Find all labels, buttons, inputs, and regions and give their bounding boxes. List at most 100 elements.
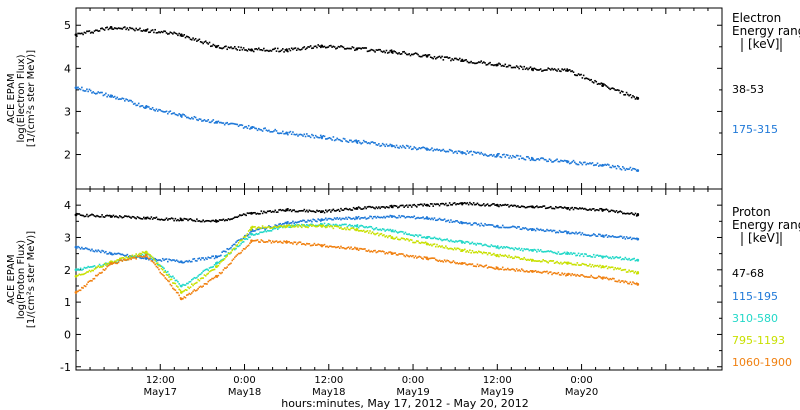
data-point [191, 292, 193, 294]
data-point [623, 281, 625, 284]
data-point [561, 160, 563, 162]
data-point [153, 31, 155, 34]
data-point [118, 98, 121, 100]
data-point [611, 277, 614, 280]
data-point [151, 106, 154, 109]
data-point [295, 224, 298, 227]
data-point [394, 252, 397, 254]
data-point [306, 223, 308, 226]
data-point [491, 245, 494, 247]
data-point [585, 253, 587, 256]
data-point [361, 225, 364, 227]
data-point [139, 217, 141, 220]
data-point [562, 273, 565, 276]
data-point [317, 243, 320, 246]
data-point [453, 241, 456, 243]
data-point [437, 56, 440, 58]
data-point [599, 83, 601, 85]
data-point [125, 28, 127, 31]
x-tick-time: 12:00 [146, 375, 175, 386]
data-point [601, 84, 605, 87]
data-point [264, 228, 266, 231]
data-point [366, 226, 369, 229]
data-point [327, 217, 330, 220]
data-point [546, 160, 548, 163]
data-point [611, 87, 614, 89]
data-point [349, 217, 351, 219]
data-point [311, 225, 313, 228]
data-point [140, 252, 143, 255]
data-point [397, 146, 399, 149]
data-point [333, 139, 336, 142]
data-point [501, 204, 504, 206]
data-point [608, 266, 610, 268]
data-point [282, 226, 284, 228]
data-point [421, 236, 423, 239]
data-point [555, 159, 557, 162]
data-point [347, 208, 350, 211]
data-point [404, 52, 407, 54]
data-point [418, 55, 421, 58]
data-point [293, 226, 295, 228]
x-tick-time: 0:00 [570, 375, 592, 386]
data-point [115, 253, 117, 255]
data-point [403, 238, 405, 240]
data-point [624, 256, 627, 259]
data-point [465, 251, 467, 253]
data-point [616, 256, 619, 259]
data-point [615, 280, 618, 283]
data-point [197, 287, 199, 290]
data-point [290, 241, 293, 244]
data-point [584, 263, 586, 266]
data-point [505, 66, 508, 68]
data-point [448, 148, 451, 151]
data-point [194, 282, 197, 285]
data-point [228, 123, 231, 125]
data-point [109, 215, 113, 218]
data-point [608, 235, 610, 237]
data-point [451, 221, 453, 223]
data-point [423, 54, 426, 57]
data-point [236, 49, 239, 51]
data-point [630, 169, 633, 171]
data-point [472, 243, 475, 245]
data-point [134, 102, 136, 105]
data-point [386, 145, 389, 147]
data-point [394, 229, 397, 232]
data-point [309, 45, 312, 47]
data-point [464, 201, 466, 204]
data-point [306, 221, 308, 223]
data-point [571, 263, 574, 266]
data-point [629, 236, 632, 239]
data-point [270, 130, 273, 133]
data-point [287, 133, 289, 136]
data-point [77, 86, 79, 89]
data-point [79, 248, 82, 250]
data-point [140, 257, 143, 260]
data-point [389, 251, 392, 253]
data-point [254, 127, 256, 130]
data-point [140, 30, 143, 32]
data-point [303, 225, 306, 227]
data-point [217, 220, 220, 223]
data-point [337, 218, 340, 220]
data-point [484, 62, 486, 64]
data-point [491, 155, 494, 157]
data-point [627, 212, 629, 215]
data-point [445, 220, 447, 223]
data-point [572, 208, 575, 211]
data-point [575, 74, 577, 77]
data-point [634, 283, 637, 285]
data-point [632, 237, 634, 240]
data-point [91, 31, 93, 34]
data-point [249, 228, 251, 231]
data-point [292, 243, 294, 245]
data-point [624, 169, 627, 171]
data-point [247, 48, 250, 50]
data-point [235, 47, 237, 50]
data-point [519, 65, 522, 68]
data-point [275, 226, 278, 228]
data-point [207, 43, 210, 45]
data-point [422, 204, 424, 207]
data-point [431, 56, 433, 59]
